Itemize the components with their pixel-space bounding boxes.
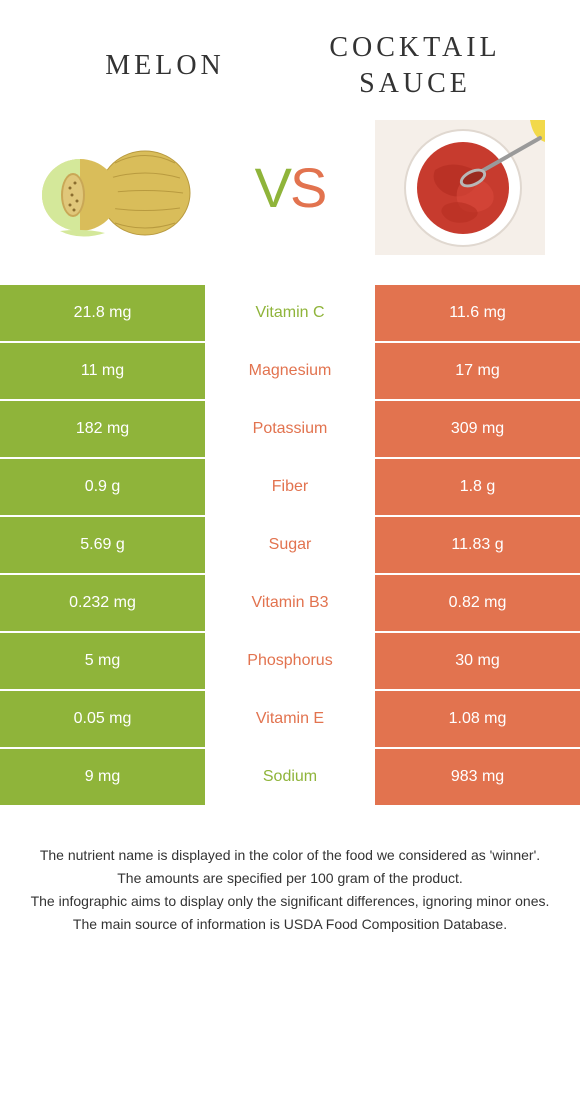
sauce-image <box>370 123 550 253</box>
table-row: 0.232 mgVitamin B30.82 mg <box>0 573 580 631</box>
footnote-line: The amounts are specified per 100 gram o… <box>20 868 560 889</box>
nutrient-label: Sodium <box>205 749 375 805</box>
nutrient-label: Vitamin B3 <box>205 575 375 631</box>
left-value: 21.8 mg <box>0 285 205 341</box>
footnote-line: The infographic aims to display only the… <box>20 891 560 912</box>
left-title: Melon <box>40 50 290 82</box>
table-row: 5.69 gSugar11.83 g <box>0 515 580 573</box>
vs-label: VS <box>255 155 326 220</box>
nutrient-label: Potassium <box>205 401 375 457</box>
table-row: 11 mgMagnesium17 mg <box>0 341 580 399</box>
nutrient-label: Magnesium <box>205 343 375 399</box>
left-value: 0.9 g <box>0 459 205 515</box>
left-value: 11 mg <box>0 343 205 399</box>
nutrient-label: Vitamin C <box>205 285 375 341</box>
nutrient-label: Sugar <box>205 517 375 573</box>
right-value: 11.6 mg <box>375 285 580 341</box>
right-title: Cocktail sauce <box>290 30 540 103</box>
melon-image <box>30 123 210 253</box>
footnotes: The nutrient name is displayed in the co… <box>0 805 580 935</box>
right-value: 1.8 g <box>375 459 580 515</box>
footnote-line: The main source of information is USDA F… <box>20 914 560 935</box>
left-value: 9 mg <box>0 749 205 805</box>
right-value: 309 mg <box>375 401 580 457</box>
melon-icon <box>35 133 205 243</box>
vs-v: V <box>255 156 290 219</box>
nutrient-label: Vitamin E <box>205 691 375 747</box>
left-value: 5.69 g <box>0 517 205 573</box>
images-row: VS <box>0 113 580 283</box>
table-row: 5 mgPhosphorus30 mg <box>0 631 580 689</box>
right-value: 30 mg <box>375 633 580 689</box>
left-value: 5 mg <box>0 633 205 689</box>
table-row: 21.8 mgVitamin C11.6 mg <box>0 283 580 341</box>
nutrient-label: Phosphorus <box>205 633 375 689</box>
table-row: 0.05 mgVitamin E1.08 mg <box>0 689 580 747</box>
right-value: 0.82 mg <box>375 575 580 631</box>
right-value: 983 mg <box>375 749 580 805</box>
table-row: 182 mgPotassium309 mg <box>0 399 580 457</box>
header: Melon Cocktail sauce <box>0 0 580 113</box>
title-left-wrap: Melon <box>40 50 290 82</box>
left-value: 0.05 mg <box>0 691 205 747</box>
right-value: 1.08 mg <box>375 691 580 747</box>
sauce-icon <box>375 120 545 255</box>
footnote-line: The nutrient name is displayed in the co… <box>20 845 560 866</box>
right-value: 17 mg <box>375 343 580 399</box>
right-value: 11.83 g <box>375 517 580 573</box>
left-value: 0.232 mg <box>0 575 205 631</box>
table-row: 9 mgSodium983 mg <box>0 747 580 805</box>
nutrient-table: 21.8 mgVitamin C11.6 mg11 mgMagnesium17 … <box>0 283 580 805</box>
vs-s: S <box>290 156 325 219</box>
left-value: 182 mg <box>0 401 205 457</box>
nutrient-label: Fiber <box>205 459 375 515</box>
title-right-wrap: Cocktail sauce <box>290 30 540 103</box>
table-row: 0.9 gFiber1.8 g <box>0 457 580 515</box>
